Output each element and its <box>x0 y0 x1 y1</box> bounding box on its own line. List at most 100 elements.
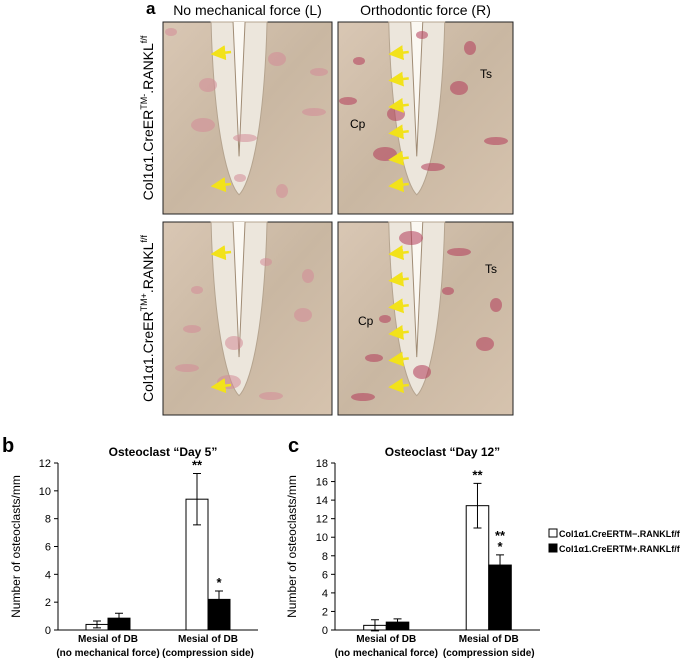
image-label: Ts <box>485 262 497 276</box>
error-bar <box>393 618 402 626</box>
stain <box>225 336 243 350</box>
x-tick-label: (compression side) <box>443 648 535 659</box>
panel-letter: b <box>2 435 14 457</box>
canal <box>232 21 246 157</box>
error-bar <box>115 612 123 624</box>
error-bar <box>215 590 223 609</box>
y-tick-label: 6 <box>322 569 328 581</box>
y-tick-label: 0 <box>322 625 328 637</box>
stain <box>234 174 246 182</box>
legend-label: Col1α1.CreERTM−.RANKLf/f <box>559 529 681 539</box>
stain <box>416 31 428 39</box>
stain <box>442 287 454 295</box>
stain <box>260 258 272 266</box>
stain <box>450 81 468 95</box>
legend-swatch <box>548 543 558 553</box>
arrow <box>388 298 409 314</box>
y-tick-label: 12 <box>39 458 51 470</box>
stain <box>387 107 405 121</box>
stain <box>464 41 476 55</box>
arrow <box>210 378 232 394</box>
image-label: Cp <box>358 314 374 328</box>
superscript: TM+ <box>139 293 149 311</box>
stain <box>421 163 445 171</box>
stain <box>476 337 494 351</box>
row-label-part: Col1α1.CreER <box>140 110 156 201</box>
stain <box>339 97 357 105</box>
significance: * <box>216 575 222 590</box>
arrow <box>388 45 409 61</box>
arrow <box>388 177 409 193</box>
significance: * <box>497 539 503 554</box>
stain <box>199 78 217 92</box>
x-tick-label: (compression side) <box>162 648 254 659</box>
row-label-part: Col1α1.CreER <box>140 311 156 402</box>
column-header: Orthodontic force (R) <box>360 2 491 18</box>
row-label: Col1α1.CreERTM+.RANKLf/f <box>139 235 156 402</box>
panel-letter: c <box>288 435 299 457</box>
panel-letter: a <box>146 0 156 18</box>
y-tick-label: 10 <box>316 532 328 544</box>
x-tick-label: Mesial of DB <box>178 634 238 645</box>
y-tick-label: 8 <box>322 551 328 563</box>
superscript: f/f <box>139 35 149 43</box>
x-tick-label: Mesial of DB <box>356 634 416 645</box>
significance: ** <box>495 528 506 543</box>
stain <box>276 184 288 198</box>
stain <box>413 365 431 379</box>
stain <box>302 108 326 116</box>
arrow <box>210 177 232 193</box>
arrow <box>210 45 232 61</box>
arrow <box>388 71 409 87</box>
x-tick-label: Mesial of DB <box>78 634 138 645</box>
image-label: Cp <box>350 117 366 131</box>
row-label-part: .RANKL <box>140 43 156 94</box>
y-axis-label: Number of osteoclasts/mm <box>285 475 299 618</box>
error-bar <box>496 554 505 576</box>
stain <box>365 354 383 362</box>
y-tick-label: 4 <box>322 588 328 600</box>
x-tick-label: (no mechanical force) <box>56 648 159 659</box>
row-label-part: .RANKL <box>140 242 156 293</box>
chart-title: Osteoclast “Day 12” <box>385 445 500 459</box>
row-label: Col1α1.CreERTM-.RANKLf/f <box>139 35 156 200</box>
arrow <box>388 378 409 394</box>
error-bar <box>473 482 482 529</box>
canal <box>232 221 246 358</box>
y-tick-label: 2 <box>322 606 328 618</box>
stain <box>191 118 215 132</box>
significance: ** <box>192 457 203 472</box>
stain <box>183 325 201 333</box>
stain <box>353 57 365 65</box>
arrow <box>210 245 232 261</box>
error-bar <box>93 620 101 629</box>
column-header: No mechanical force (L) <box>173 2 322 18</box>
y-tick-label: 16 <box>316 477 328 489</box>
stain <box>302 269 314 283</box>
stain <box>399 231 423 245</box>
arrow <box>388 324 409 340</box>
stain <box>447 248 471 256</box>
y-tick-label: 2 <box>45 597 51 609</box>
canal <box>410 221 424 358</box>
stain <box>351 393 375 401</box>
stain <box>490 298 502 312</box>
stain <box>484 137 508 145</box>
arrow <box>388 351 409 367</box>
superscript: f/f <box>139 235 149 243</box>
image-label: Ts <box>480 67 492 81</box>
stain <box>233 134 257 142</box>
y-axis-label: Number of osteoclasts/mm <box>9 475 23 618</box>
stain <box>259 392 283 400</box>
y-tick-label: 8 <box>45 514 51 526</box>
y-tick-label: 0 <box>45 625 51 637</box>
error-bar <box>370 619 379 632</box>
significance: ** <box>472 467 483 482</box>
stain <box>191 286 203 294</box>
stain <box>379 315 391 323</box>
arrow <box>388 245 409 261</box>
chart-title: Osteoclast “Day 5” <box>109 445 218 459</box>
legend-label: Col1α1.CreERTM+.RANKLf/f <box>559 544 681 554</box>
x-tick-label: Mesial of DB <box>459 634 519 645</box>
